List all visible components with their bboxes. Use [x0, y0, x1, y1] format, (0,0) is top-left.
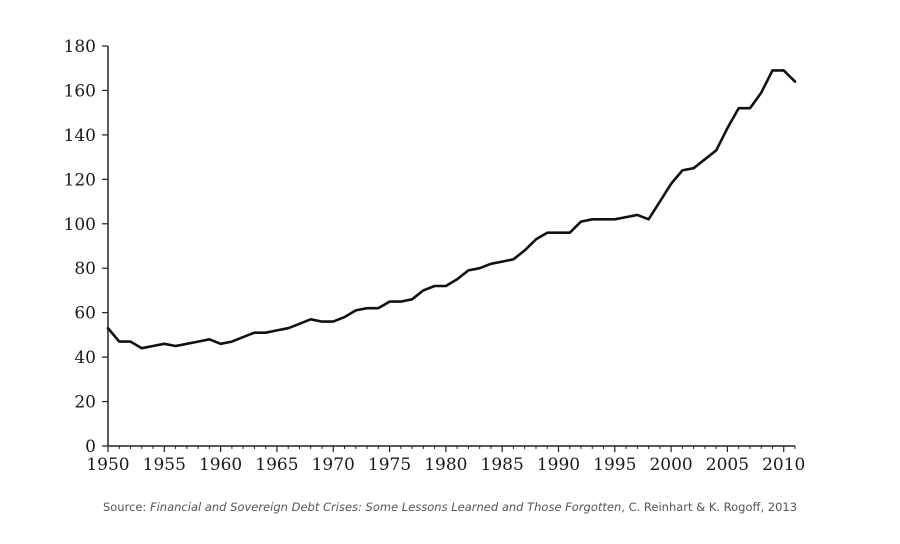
x-tick-label: 2005 — [706, 455, 749, 475]
x-tick-label: 1965 — [255, 455, 298, 475]
y-tick-label: 40 — [74, 348, 96, 368]
y-tick-label: 100 — [64, 215, 96, 235]
x-axis-ticks: 1950 1955 1960 1965 1970 1975 1980 1985 1990 1995… — [86, 446, 805, 475]
x-tick-label: 1985 — [481, 455, 524, 475]
chart: 0 20 40 60 80 100 120 140 160 180 1950 1955 1960 196… — [64, 37, 806, 475]
series-group — [106, 69, 797, 350]
x-tick-label: 2010 — [762, 455, 805, 475]
source-prefix: Source: — [102, 500, 150, 514]
x-tick-label: 1995 — [593, 455, 636, 475]
y-axis-ticks: 0 20 40 60 80 100 120 140 160 180 — [64, 37, 108, 457]
x-tick-label: 1970 — [312, 455, 355, 475]
source-title: Financial and Sovereign Debt Crises: Som… — [150, 500, 622, 514]
y-tick-label: 180 — [64, 37, 96, 57]
y-tick-label: 140 — [64, 126, 96, 146]
x-tick-label: 1955 — [143, 455, 186, 475]
y-tick-label: 60 — [74, 304, 96, 324]
y-tick-label: 0 — [85, 437, 96, 457]
x-tick-label: 1960 — [199, 455, 242, 475]
y-tick-label: 20 — [74, 393, 96, 413]
source-suffix: , C. Reinhart & K. Rogoff, 2013 — [621, 500, 798, 514]
source-caption: Source: Financial and Sovereign Debt Cri… — [0, 500, 900, 514]
x-tick-label: 1980 — [424, 455, 467, 475]
y-tick-label: 80 — [74, 259, 96, 279]
x-tick-label: 1990 — [537, 455, 580, 475]
y-tick-label: 120 — [64, 170, 96, 190]
x-tick-label: 1950 — [86, 455, 129, 475]
x-tick-label: 2000 — [649, 455, 692, 475]
series-line — [106, 69, 797, 350]
x-tick-label: 1975 — [368, 455, 411, 475]
axes — [107, 46, 795, 447]
y-tick-label: 160 — [64, 81, 96, 101]
